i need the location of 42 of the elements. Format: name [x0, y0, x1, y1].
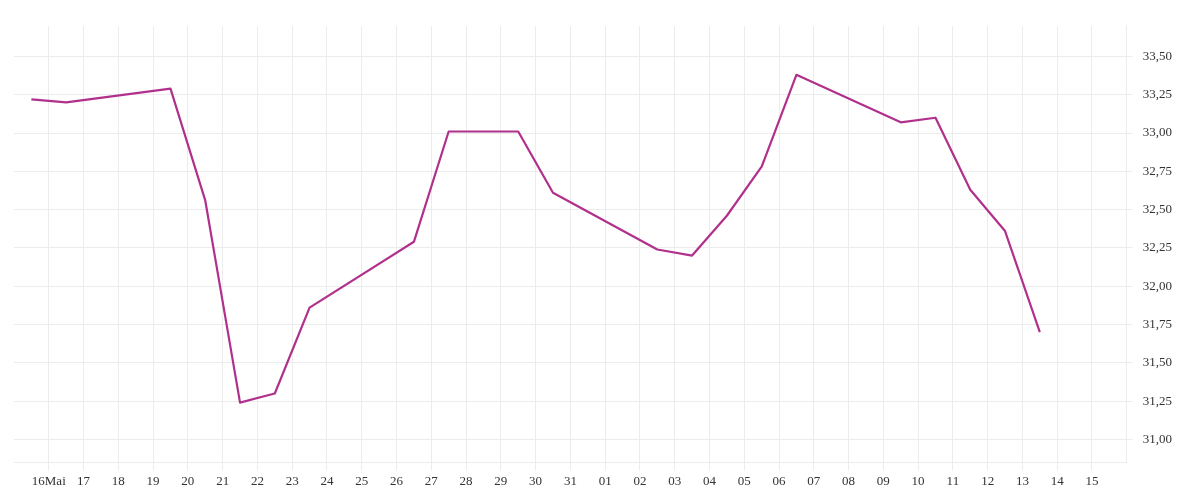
x-tick-label: 02 — [633, 472, 647, 488]
x-tick-label: 10 — [911, 472, 925, 488]
x-tick-label: 28 — [459, 472, 473, 488]
x-tick-label: 18 — [111, 472, 125, 488]
y-tick-label: 32,00 — [1142, 277, 1172, 293]
x-tick-label: 29 — [494, 472, 508, 488]
y-tick-label: 31,25 — [1142, 392, 1172, 408]
x-tick-label: 13 — [1015, 472, 1029, 488]
x-tick-label: 07 — [807, 472, 821, 488]
x-tick-label: 20 — [181, 472, 195, 488]
x-tick-label: 16Mai — [31, 472, 67, 488]
x-tick-label: 05 — [737, 472, 751, 488]
y-tick-label: 33,50 — [1142, 47, 1172, 63]
x-tick-label: 06 — [772, 472, 787, 488]
x-tick-label: 08 — [842, 472, 856, 488]
x-tick-label: 15 — [1085, 472, 1099, 488]
x-tick-label: 04 — [702, 472, 717, 488]
x-tick-label: 12 — [981, 472, 995, 488]
x-tick-label: 31 — [563, 472, 577, 488]
x-tick-label: 19 — [146, 472, 160, 488]
y-tick-label: 32,75 — [1142, 162, 1172, 178]
x-tick-label: 03 — [668, 472, 682, 488]
x-tick-label: 14 — [1050, 472, 1065, 488]
y-tick-label: 31,50 — [1142, 354, 1172, 370]
x-tick-label: 21 — [216, 472, 230, 488]
x-tick-label: 30 — [529, 472, 543, 488]
x-tick-label: 24 — [320, 472, 334, 488]
x-tick-label: 27 — [424, 472, 439, 488]
y-tick-label: 32,25 — [1142, 239, 1172, 255]
x-tick-label: 09 — [876, 472, 890, 488]
y-tick-label: 32,50 — [1142, 201, 1172, 217]
y-tick-label: 31,00 — [1142, 430, 1172, 446]
y-tick-label: 31,75 — [1142, 315, 1172, 331]
x-tick-label: 22 — [250, 472, 264, 488]
x-tick-label: 26 — [390, 472, 404, 488]
y-tick-label: 33,25 — [1142, 86, 1172, 102]
x-tick-label: 01 — [598, 472, 612, 488]
x-tick-label: 23 — [285, 472, 299, 488]
x-tick-label: 25 — [355, 472, 369, 488]
x-tick-label: 17 — [77, 472, 91, 488]
y-tick-label: 33,00 — [1142, 124, 1172, 140]
x-tick-label: 11 — [946, 472, 960, 488]
